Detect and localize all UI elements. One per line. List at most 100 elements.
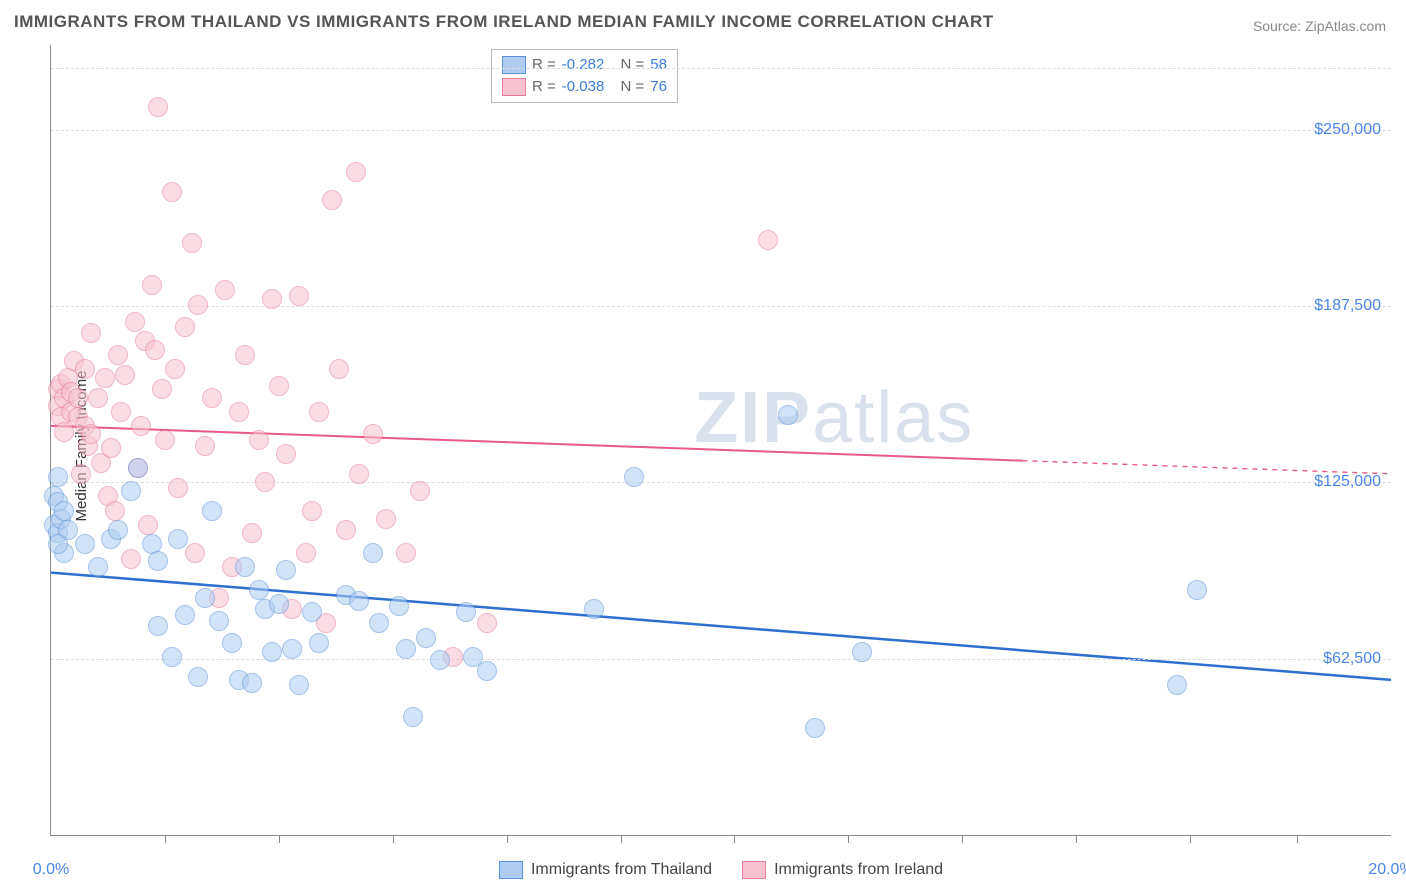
data-point-ireland [95,368,115,388]
chart-container: IMMIGRANTS FROM THAILAND VS IMMIGRANTS F… [0,0,1406,892]
legend-label-thailand: Immigrants from Thailand [531,861,712,879]
swatch-ireland [742,861,766,879]
data-point-thailand [624,467,644,487]
data-point-thailand [416,628,436,648]
data-point-ireland [145,340,165,360]
y-tick-label: $125,000 [1314,473,1381,491]
data-point-thailand [389,596,409,616]
data-point-thailand [148,616,168,636]
data-point-thailand [369,613,389,633]
data-point-thailand [188,667,208,687]
data-point-ireland [168,478,188,498]
data-point-ireland [329,359,349,379]
data-point-ireland [152,379,172,399]
data-point-ireland [262,289,282,309]
plot-area: ZIPatlas R = -0.282 N = 58 R = -0.038 N … [50,45,1391,836]
data-point-ireland [410,481,430,501]
data-point-ireland [309,402,329,422]
data-point-thailand [1187,580,1207,600]
data-point-thailand [349,591,369,611]
data-point-thailand [108,520,128,540]
data-point-thailand [309,633,329,653]
x-tick [621,835,622,843]
data-point-ireland [138,515,158,535]
data-point-thailand [75,534,95,554]
legend-row-ireland: R = -0.038 N = 76 [502,76,667,98]
x-tick [848,835,849,843]
data-point-ireland [289,286,309,306]
x-tick [279,835,280,843]
legend-item-thailand: Immigrants from Thailand [499,861,712,879]
data-point-ireland [182,233,202,253]
n-value-thailand: 58 [650,54,667,76]
x-tick [393,835,394,843]
data-point-ireland [269,376,289,396]
data-point-thailand [202,501,222,521]
r-label: R = [532,54,556,76]
data-point-ireland [195,436,215,456]
data-point-thailand [778,405,798,425]
data-point-ireland [68,388,88,408]
data-point-ireland [322,190,342,210]
n-label: N = [620,76,644,98]
gridline-horizontal [51,482,1391,483]
x-tick [165,835,166,843]
legend-row-thailand: R = -0.282 N = 58 [502,54,667,76]
data-point-thailand [128,458,148,478]
source-label: Source: [1253,18,1301,34]
data-point-ireland [296,543,316,563]
data-point-ireland [336,520,356,540]
watermark-part2: atlas [812,378,974,458]
data-point-ireland [477,613,497,633]
x-tick-label: 20.0% [1368,861,1406,879]
data-point-ireland [81,424,101,444]
trend-line-extrapolated-ireland [1023,461,1392,474]
data-point-thailand [249,580,269,600]
data-point-ireland [188,295,208,315]
watermark: ZIPatlas [694,377,974,459]
data-point-ireland [131,416,151,436]
data-point-thailand [1167,675,1187,695]
n-value-ireland: 76 [650,76,667,98]
x-tick-label: 0.0% [33,861,69,879]
data-point-ireland [249,430,269,450]
data-point-thailand [430,650,450,670]
data-point-thailand [88,557,108,577]
data-point-thailand [48,534,68,554]
data-point-thailand [302,602,322,622]
data-point-ireland [111,402,131,422]
data-point-thailand [222,633,242,653]
data-point-thailand [396,639,416,659]
data-point-ireland [235,345,255,365]
r-value-thailand: -0.282 [562,54,605,76]
data-point-ireland [242,523,262,543]
data-point-ireland [105,501,125,521]
data-point-ireland [155,430,175,450]
data-point-ireland [101,438,121,458]
data-point-thailand [584,599,604,619]
swatch-ireland [502,78,526,96]
data-point-thailand [162,647,182,667]
gridline-horizontal [51,659,1391,660]
data-point-thailand [235,557,255,577]
data-point-thailand [289,675,309,695]
data-point-ireland [758,230,778,250]
data-point-ireland [71,464,91,484]
r-value-ireland: -0.038 [562,76,605,98]
data-point-thailand [121,481,141,501]
y-tick-label: $62,500 [1323,650,1381,668]
data-point-ireland [142,275,162,295]
data-point-ireland [302,501,322,521]
y-tick-label: $187,500 [1314,297,1381,315]
data-point-thailand [456,602,476,622]
data-point-thailand [48,467,68,487]
data-point-thailand [269,594,289,614]
data-point-ireland [276,444,296,464]
data-point-ireland [376,509,396,529]
swatch-thailand [502,56,526,74]
data-point-thailand [282,639,302,659]
source-value: ZipAtlas.com [1305,18,1386,34]
r-label: R = [532,76,556,98]
x-tick [1190,835,1191,843]
data-point-thailand [363,543,383,563]
